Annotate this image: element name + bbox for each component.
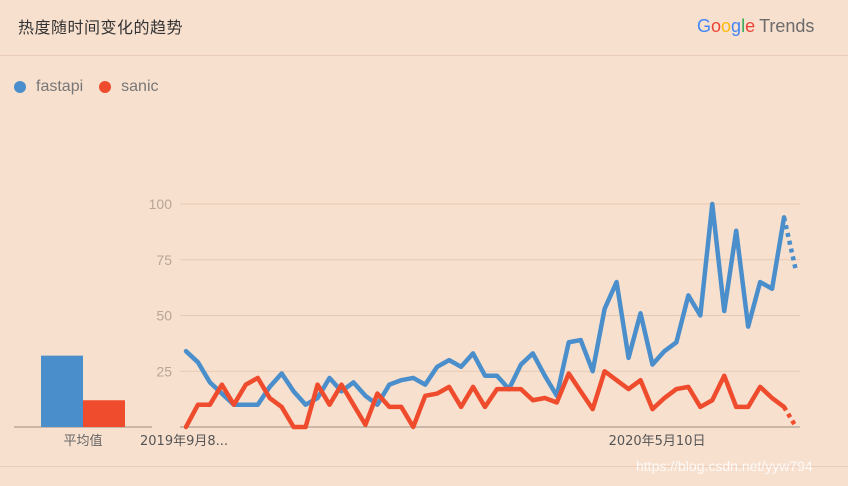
- brand-product: Trends: [759, 16, 815, 36]
- y-tick-label: 50: [156, 308, 172, 324]
- legend-item-fastapi[interactable]: fastapi: [14, 78, 83, 96]
- y-tick-label: 100: [149, 196, 173, 212]
- average-bar-sanic[interactable]: [83, 400, 125, 427]
- series-lines: [183, 201, 799, 430]
- chart-title: 热度随时间变化的趋势: [18, 18, 184, 37]
- gridlines: 25 50 75 100: [14, 196, 800, 428]
- legend-dot-fastapi: [14, 81, 26, 93]
- legend-item-sanic[interactable]: sanic: [99, 78, 159, 96]
- average-bars: 平均值: [41, 355, 125, 449]
- series-line-sanic[interactable]: [183, 369, 787, 430]
- google-trends-logo[interactable]: Google Trends: [697, 16, 815, 36]
- x-tick-label: 2019年9月8...: [140, 434, 228, 449]
- legend-label-sanic: sanic: [121, 78, 159, 95]
- x-tick-label: 2020年5月10日: [609, 434, 706, 449]
- average-label: 平均值: [63, 433, 102, 449]
- legend-dot-sanic: [99, 81, 112, 93]
- y-tick-label: 75: [156, 252, 172, 268]
- series-line-fastapi[interactable]: [183, 201, 787, 407]
- footer-divider: [0, 466, 848, 467]
- legend: fastapi sanic: [14, 76, 159, 98]
- series-partial-fastapi[interactable]: [781, 216, 799, 272]
- legend-label-fastapi: fastapi: [36, 78, 84, 95]
- series-partial-sanic[interactable]: [782, 405, 798, 429]
- header: 热度随时间变化的趋势 Google Trends: [0, 0, 848, 56]
- y-tick-label: 25: [156, 363, 172, 379]
- watermark: https://blog.csdn.net/yyw794: [636, 458, 813, 474]
- x-axis-labels: 2019年9月8... 2020年5月10日: [140, 434, 705, 449]
- average-bar-fastapi[interactable]: [41, 355, 83, 427]
